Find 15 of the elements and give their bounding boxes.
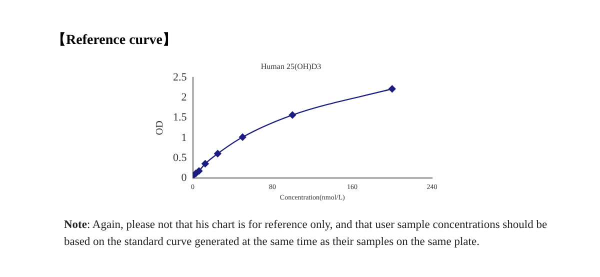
y-tick-label: 1.5 (173, 112, 188, 124)
point (288, 111, 296, 119)
y-tick-label: 2.5 (173, 71, 188, 84)
point (238, 134, 246, 141)
chart-title: Human 25(OH)D3 (260, 62, 322, 71)
point (202, 160, 209, 168)
point (388, 85, 396, 92)
y-axis-title: OD (154, 120, 166, 136)
text: Note: Again, please not that his chart is for reference only, and that user sample concentrations should be based on the standard curve generated at the same time as their samples on the same plate. (64, 218, 548, 250)
text: 【Reference curve】 (52, 31, 177, 49)
point (195, 167, 203, 175)
y-tick-label: 1 (181, 132, 187, 144)
point (214, 150, 222, 158)
y-tick-label: 0.5 (173, 152, 188, 164)
y-tick-label: 2 (181, 92, 187, 104)
